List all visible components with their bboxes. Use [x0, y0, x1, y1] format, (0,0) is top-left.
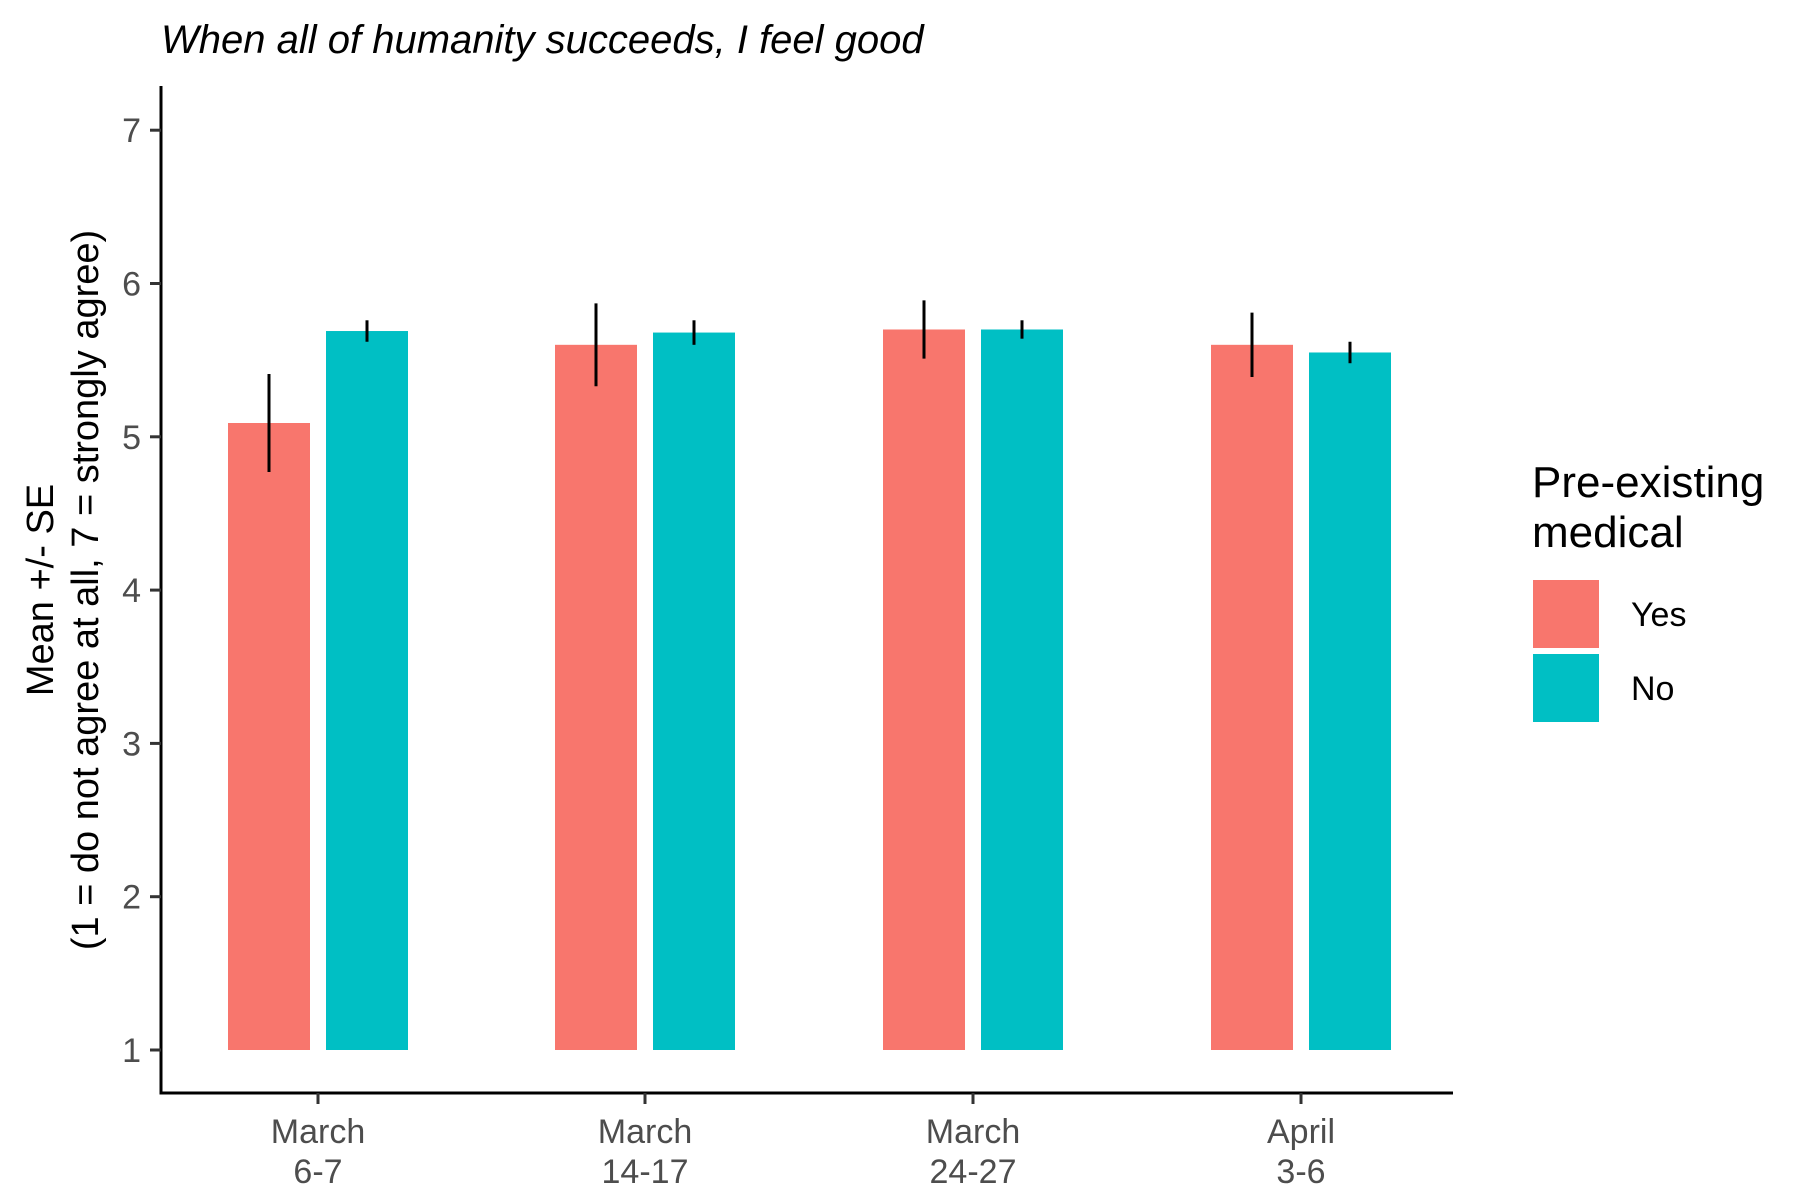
bar-no: [653, 332, 735, 1050]
x-tick-label: April: [1267, 1113, 1335, 1151]
y-tick-label: 1: [122, 1032, 141, 1070]
x-tick-label: 24-27: [930, 1153, 1017, 1191]
x-tick-label: March: [598, 1113, 692, 1151]
legend-title: medical: [1532, 508, 1684, 557]
x-tick-label: 14-17: [602, 1153, 689, 1191]
y-tick-label: 7: [122, 112, 141, 150]
x-tick-label: March: [926, 1113, 1020, 1151]
x-tick-label: 6-7: [293, 1153, 342, 1191]
bar-yes: [555, 344, 637, 1050]
bar-no: [326, 331, 408, 1050]
x-tick-label: March: [271, 1113, 365, 1151]
y-tick-label: 6: [122, 266, 141, 304]
legend-swatch-yes: [1533, 580, 1599, 648]
y-tick-label: 3: [122, 725, 141, 763]
legend-label-yes: Yes: [1631, 596, 1686, 634]
legend-label-no: No: [1631, 670, 1674, 708]
bar-no: [981, 329, 1063, 1050]
y-axis-title: (1 = do not agree at all, 7 = strongly a…: [65, 230, 107, 950]
x-tick-label: 3-6: [1276, 1153, 1325, 1191]
bar-yes: [883, 329, 965, 1050]
bar-no: [1309, 352, 1391, 1050]
bar-yes: [228, 423, 310, 1050]
legend-title: Pre-existing: [1532, 458, 1764, 507]
legend-swatch-no: [1533, 654, 1599, 722]
y-tick-label: 4: [122, 572, 141, 610]
plot-area: 1234567March6-7March14-17March24-27April…: [20, 86, 1453, 1191]
y-tick-label: 5: [122, 419, 141, 457]
bar-yes: [1211, 344, 1293, 1050]
y-tick-label: 2: [122, 879, 141, 917]
chart-title: When all of humanity succeeds, I feel go…: [161, 18, 925, 62]
y-axis-title: Mean +/- SE: [20, 484, 62, 696]
